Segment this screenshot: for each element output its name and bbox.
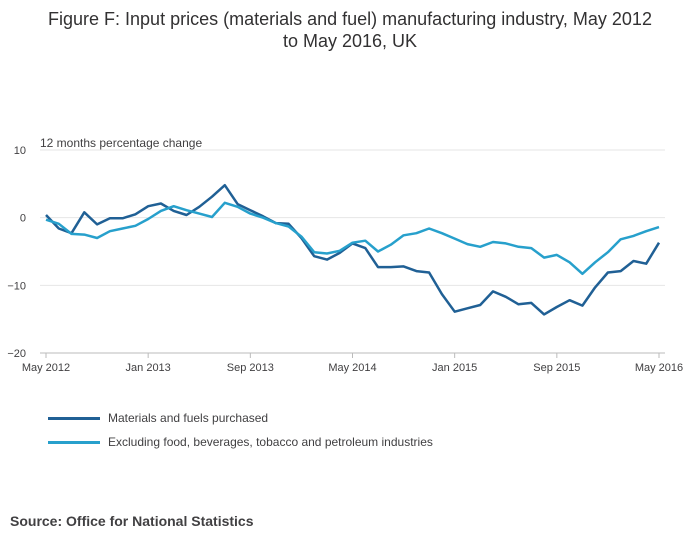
- y-tick-label: 0: [20, 213, 26, 225]
- source-note: Source: Office for National Statistics: [10, 513, 254, 529]
- series-lines: [45, 183, 661, 316]
- y-axis-ticks: 10 0 −10 −20: [7, 145, 26, 360]
- x-tick-label: Jan 2013: [126, 362, 171, 374]
- chart-title-line-1: Figure F: Input prices (materials and fu…: [48, 9, 652, 29]
- series-line-0[interactable]: [45, 183, 661, 316]
- legend-swatch-excluding: [48, 440, 100, 444]
- legend-item-excluding[interactable]: Excluding food, beverages, tobacco and p…: [48, 430, 433, 454]
- y-tick-label: −10: [7, 280, 26, 292]
- x-tick-label: Sep 2015: [533, 362, 580, 374]
- x-axis: May 2012 Jan 2013 Sep 2013 May 2014 Jan 2015…: [22, 353, 683, 374]
- legend: Materials and fuels purchased Excluding …: [48, 406, 433, 454]
- chart-title-line-2: to May 2016, UK: [282, 31, 418, 51]
- x-tick-label: May 2014: [328, 362, 376, 374]
- x-tick-label: May 2012: [22, 362, 70, 374]
- series-line-1[interactable]: [45, 201, 660, 276]
- y-axis-label: 12 months percentage change: [40, 136, 202, 150]
- legend-swatch-materials: [48, 416, 100, 420]
- legend-label-materials: Materials and fuels purchased: [108, 411, 269, 425]
- legend-label-excluding: Excluding food, beverages, tobacco and p…: [108, 435, 433, 449]
- x-tick-label: Sep 2013: [227, 362, 274, 374]
- x-tick-label: May 2016: [635, 362, 683, 374]
- legend-item-materials[interactable]: Materials and fuels purchased: [48, 406, 433, 430]
- gridlines: [40, 149, 665, 354]
- y-tick-label: −20: [7, 348, 26, 360]
- x-tick-label: Jan 2015: [432, 362, 477, 374]
- chart-title: Figure F: Input prices (materials and fu…: [0, 8, 700, 52]
- y-tick-label: 10: [14, 145, 26, 157]
